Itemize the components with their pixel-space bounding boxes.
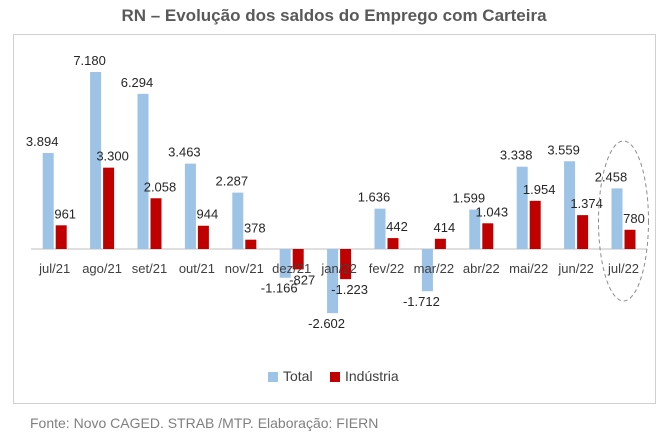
bar-industria-9 (482, 223, 494, 249)
legend-swatch-total (268, 372, 278, 382)
data-label-total-12: 2.458 (595, 169, 628, 184)
x-tick-label-5: dez/21 (272, 261, 311, 276)
data-label-industria-6: -1.223 (331, 282, 368, 297)
x-tick-label-6: jan/22 (320, 261, 356, 276)
data-label-industria-11: 1.374 (570, 196, 603, 211)
bar-total-3 (184, 163, 196, 249)
x-tick-label-0: jul/21 (38, 261, 70, 276)
data-label-total-4: 2.287 (216, 174, 249, 189)
legend-label-industria: Indústria (345, 368, 399, 384)
data-label-industria-10: 1.954 (523, 182, 556, 197)
data-label-industria-12: 780 (623, 211, 645, 226)
data-label-total-7: 1.636 (358, 190, 391, 205)
bar-industria-8 (434, 238, 446, 249)
x-tick-label-11: jun/22 (557, 261, 593, 276)
x-tick-label-1: ago/21 (82, 261, 122, 276)
x-tick-label-4: nov/21 (225, 261, 264, 276)
data-label-industria-8: 414 (434, 220, 456, 235)
data-label-total-1: 7.180 (73, 53, 106, 68)
bar-total-9 (469, 209, 481, 249)
bar-total-4 (232, 192, 244, 249)
bar-industria-3 (197, 225, 209, 249)
chart-frame (13, 34, 656, 404)
data-label-total-5: -1.166 (261, 281, 298, 296)
bar-total-5 (279, 249, 291, 278)
data-label-total-10: 3.338 (500, 148, 533, 163)
highlight-ellipse (598, 140, 649, 302)
x-tick-label-9: abr/22 (463, 261, 500, 276)
data-label-total-2: 6.294 (121, 75, 154, 90)
bar-total-10 (516, 166, 528, 249)
data-label-industria-0: 961 (54, 206, 76, 221)
data-label-total-9: 1.599 (453, 191, 486, 206)
data-label-total-6: -2.602 (308, 316, 345, 331)
data-label-industria-3: 944 (197, 207, 219, 222)
data-label-industria-4: 378 (244, 221, 266, 236)
legend-swatch-industria (330, 372, 340, 382)
bar-industria-1 (103, 167, 115, 249)
bar-industria-4 (245, 239, 257, 249)
data-label-total-11: 3.559 (547, 142, 580, 157)
x-tick-label-3: out/21 (179, 261, 215, 276)
data-label-industria-5: -827 (289, 272, 315, 287)
x-tick-label-7: fev/22 (369, 261, 404, 276)
bar-total-6 (327, 249, 339, 314)
bar-total-12 (611, 188, 623, 249)
source-note: Fonte: Novo CAGED. STRAB /MTP. Elaboraçã… (30, 415, 379, 431)
data-label-industria-2: 2.058 (144, 179, 177, 194)
x-tick-label-2: set/21 (132, 261, 167, 276)
data-label-total-3: 3.463 (168, 145, 201, 160)
data-label-industria-7: 442 (386, 219, 408, 234)
bar-total-2 (137, 93, 149, 249)
data-label-total-8: -1.712 (403, 294, 440, 309)
bar-total-11 (564, 161, 576, 249)
legend-label-total: Total (283, 368, 313, 384)
bar-total-0 (42, 153, 54, 249)
data-label-industria-9: 1.043 (476, 204, 509, 219)
bar-industria-5 (292, 249, 304, 270)
bar-total-7 (374, 208, 386, 249)
bar-industria-2 (150, 198, 162, 249)
bar-industria-0 (55, 225, 67, 249)
bar-total-8 (421, 249, 433, 292)
bar-industria-6 (340, 249, 352, 280)
chart-title: RN – Evolução dos saldos do Emprego com … (121, 6, 547, 25)
x-tick-label-8: mar/22 (414, 261, 454, 276)
data-label-total-0: 3.894 (26, 134, 59, 149)
x-tick-label-10: mai/22 (509, 261, 548, 276)
data-label-industria-1: 3.300 (96, 149, 129, 164)
bar-total-1 (90, 72, 102, 249)
bar-industria-11 (577, 215, 589, 249)
bar-industria-7 (387, 238, 399, 249)
bar-industria-12 (624, 229, 636, 249)
bar-industria-10 (529, 200, 541, 249)
x-tick-label-12: jul/22 (607, 261, 639, 276)
